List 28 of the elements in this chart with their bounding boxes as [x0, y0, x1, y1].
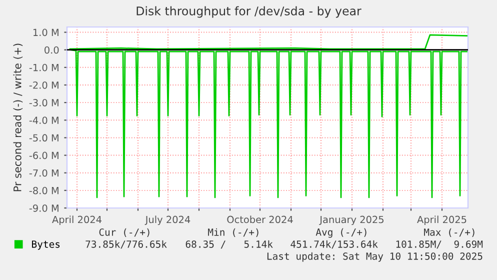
y-axis-title: Pr second read (-) / write (+)	[13, 44, 23, 192]
text: 73.85k/776.65k	[86, 240, 167, 249]
y-tick-label: -5.0 M	[29, 134, 58, 142]
legend-label: Bytes	[32, 240, 60, 250]
y-tick-label: -4.0 M	[29, 116, 58, 124]
y-tick-label: -9.0 M	[29, 204, 58, 212]
y-tick-label: -6.0 M	[29, 152, 58, 160]
text: Last update: Sat May 10 11:50:00 2025	[267, 252, 482, 262]
text: 451.74k/153.64k	[290, 240, 378, 249]
y-tick-label: 1.0 M	[33, 28, 58, 36]
y-tick-label: -2.0 M	[29, 81, 58, 89]
y-tick-label: 0.0	[44, 46, 59, 54]
y-tick-label: -8.0 M	[29, 186, 58, 194]
x-tick-label: April 2024	[52, 216, 102, 226]
x-tick-label: January 2025	[319, 216, 384, 226]
text: Cur (-/+)	[99, 228, 150, 237]
text: Min (-/+)	[208, 228, 258, 237]
x-tick-label: July 2024	[144, 216, 190, 226]
x-tick-label: April 2025	[417, 216, 466, 226]
text: Avg (-/+)	[316, 228, 366, 238]
y-tick-label: -3.0 M	[29, 99, 58, 106]
text: 68.35 / 5.14k	[186, 240, 273, 249]
x-tick-label: October 2024	[227, 216, 293, 224]
text: Max (-/+)	[424, 228, 474, 237]
y-tick-label: -7.0 M	[29, 169, 58, 177]
y-tick-label: -1.0 M	[29, 64, 58, 72]
text: 101.85M/ 9.69M	[396, 240, 483, 249]
chart-title: Disk throughput for /dev/sda - by year	[136, 6, 362, 18]
